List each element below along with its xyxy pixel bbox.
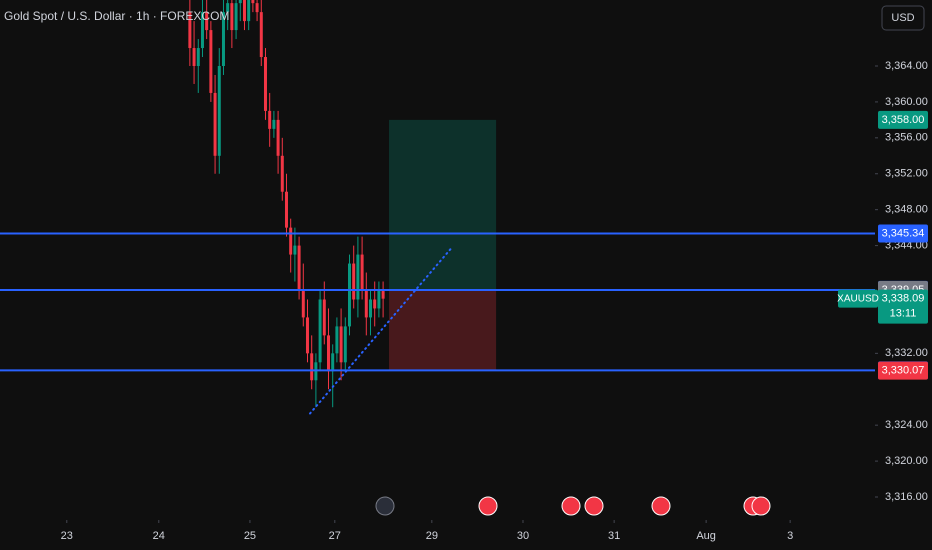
candle-body	[364, 290, 368, 318]
y-tick-label: 3,360.00	[885, 96, 928, 108]
x-tick-label: 30	[517, 530, 529, 542]
candle-body	[188, 12, 192, 49]
candle-body	[339, 326, 343, 363]
candle-body	[297, 245, 301, 291]
event-icon[interactable]	[751, 496, 771, 516]
event-icon[interactable]	[375, 496, 395, 516]
candle-body	[373, 299, 377, 309]
candle-body	[284, 191, 288, 228]
candle-body	[352, 263, 356, 300]
candle-body	[247, 0, 251, 22]
symbol-tag	[838, 289, 878, 308]
candle-body	[217, 65, 221, 156]
candle-body	[259, 12, 263, 58]
candle-body	[272, 119, 276, 129]
x-tick-label: 27	[329, 530, 341, 542]
candle-body	[276, 119, 280, 156]
x-tick-label: 31	[608, 530, 620, 542]
x-tick-label: 25	[244, 530, 256, 542]
stop-zone	[388, 290, 497, 371]
price-tag	[878, 361, 928, 380]
x-tick-label: 24	[153, 530, 165, 542]
candle-body	[238, 0, 242, 4]
candle-body	[377, 290, 381, 309]
y-tick-label: 3,324.00	[885, 419, 928, 431]
candle-body	[230, 3, 234, 31]
candle-body	[255, 3, 259, 13]
y-tick-label: 3,320.00	[885, 455, 928, 467]
candle-body	[251, 0, 255, 4]
candle-body	[347, 263, 351, 327]
price-tag	[878, 224, 928, 243]
candle-body	[305, 317, 309, 354]
candle-body	[200, 12, 204, 49]
target-zone	[388, 119, 497, 291]
candle-body	[205, 12, 209, 31]
trendline	[309, 246, 453, 415]
chart-title: Gold Spot / U.S. Dollar · 1h · FOREXCOM	[4, 9, 229, 23]
candle-body	[310, 353, 314, 381]
y-tick-label: 3,356.00	[885, 132, 928, 144]
event-icon[interactable]	[584, 496, 604, 516]
candle-body	[343, 326, 347, 363]
candle-body	[234, 3, 238, 31]
candle-body	[318, 299, 322, 363]
y-tick-label: 3,348.00	[885, 204, 928, 216]
candle-body	[289, 227, 293, 255]
candle-body	[196, 48, 200, 66]
last-price-tag	[878, 289, 928, 324]
event-icon[interactable]	[478, 496, 498, 516]
candle-body	[326, 335, 330, 372]
candle-body	[192, 48, 196, 66]
candle-body	[293, 245, 297, 255]
candle-body	[356, 254, 360, 300]
candle-body	[331, 353, 335, 372]
price-tag-label: 3,345.34	[882, 227, 925, 239]
y-tick-label: 3,352.00	[885, 168, 928, 180]
price-tag-label: 3,358.00	[882, 114, 925, 126]
countdown: 13:11	[890, 308, 917, 320]
event-icons	[375, 496, 771, 516]
x-tick-label: 23	[61, 530, 73, 542]
x-tick-label: Aug	[696, 530, 716, 542]
candle-body	[268, 110, 272, 129]
candle-body	[322, 299, 326, 336]
candle-body	[381, 290, 385, 299]
candle-body	[263, 57, 267, 111]
last-price-label: 3,338.09	[882, 293, 925, 305]
candle-body	[368, 299, 372, 318]
y-tick-label: 3,364.00	[885, 60, 928, 72]
price-tag	[878, 110, 928, 129]
candle-body	[360, 254, 364, 291]
event-icon[interactable]	[561, 496, 581, 516]
y-tick-label: 3,332.00	[885, 347, 928, 359]
x-tick-label: 3	[787, 530, 793, 542]
y-tick-label: 3,316.00	[885, 491, 928, 503]
candle-body	[242, 0, 246, 22]
candle-body	[301, 290, 305, 318]
price-tag-label: 3,330.07	[882, 365, 925, 377]
currency-label[interactable]: USD	[891, 12, 914, 24]
symbol-label: XAUUSD	[837, 293, 879, 304]
candle-body	[335, 326, 339, 354]
event-icon[interactable]	[651, 496, 671, 516]
candle-body	[209, 30, 213, 93]
candle-body	[280, 155, 284, 192]
x-tick-label: 29	[426, 530, 438, 542]
currency-button[interactable]	[881, 5, 925, 31]
candle-body	[213, 92, 217, 156]
candle-body	[226, 3, 230, 13]
candle-body	[221, 12, 225, 66]
